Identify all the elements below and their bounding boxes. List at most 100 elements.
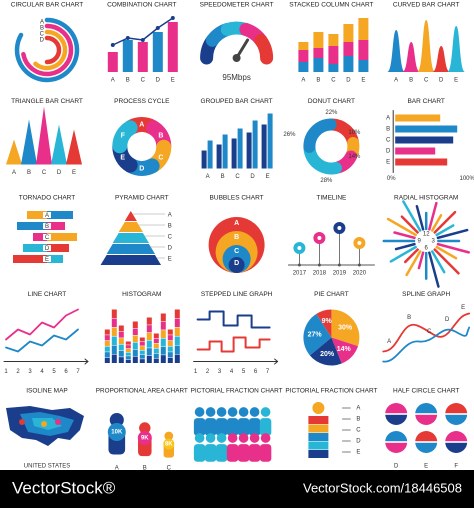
shape (43, 245, 51, 251)
footer-brand: VectorStock® (12, 478, 116, 497)
shape (160, 346, 166, 355)
shape (382, 326, 471, 363)
label: 20% (320, 351, 335, 358)
shape (174, 327, 180, 336)
chart-icon: TIMELINE 2017 2018 2019 2020 (287, 195, 375, 277)
shape (111, 354, 117, 363)
label: 9% (322, 318, 333, 325)
shape (303, 313, 332, 356)
shape (5, 308, 79, 341)
shape (193, 444, 206, 462)
label: 2 (16, 369, 20, 375)
shape (238, 433, 249, 443)
shape (174, 354, 180, 363)
icon-title: SPLINE GRAPH (402, 291, 450, 298)
label: A (111, 78, 115, 84)
shape (33, 29, 68, 71)
shape (274, 358, 279, 365)
shape (111, 327, 117, 336)
shape (260, 433, 271, 443)
shape (226, 444, 239, 462)
label: A (356, 406, 360, 412)
label: 26% (283, 132, 296, 138)
shape (445, 414, 468, 425)
label: D (40, 38, 45, 44)
label: 95Mbps (222, 73, 250, 82)
shape (111, 318, 117, 327)
shape (107, 423, 126, 441)
shape (112, 120, 138, 154)
shape (43, 256, 51, 262)
shape (430, 214, 443, 232)
icon-title: TIMELINE (316, 195, 347, 202)
label: E (461, 305, 465, 311)
chart-icon: LINE CHART 1 2 3 4 5 6 7 (3, 291, 89, 375)
shape (146, 340, 152, 348)
label: 8K (165, 442, 173, 448)
shape (118, 338, 124, 344)
label: 2018 (313, 271, 327, 277)
label: C (427, 329, 432, 335)
shape (152, 32, 163, 72)
label: 14% (348, 154, 361, 160)
icon-title: CURVED BAR CHART (393, 2, 460, 9)
label: 100% (460, 176, 474, 182)
label: B (409, 78, 413, 84)
label: C (168, 235, 173, 241)
shape (118, 357, 124, 363)
chart-icon: GROUPED BAR CHART A B C D E (201, 98, 273, 180)
shape (193, 418, 206, 436)
label: 3 (28, 369, 32, 375)
shape (146, 348, 152, 356)
shape (204, 444, 217, 462)
shape (167, 340, 173, 346)
label: D (386, 149, 391, 155)
shape (118, 350, 124, 357)
label: D (139, 165, 144, 172)
shape (104, 340, 110, 346)
shape (428, 201, 438, 231)
label: B (27, 170, 31, 176)
shape (100, 255, 162, 265)
chart-icon: STACKED COLUMN CHART A B C D E (289, 2, 373, 84)
icon-title: PIE CHART (314, 291, 349, 298)
label: E (72, 170, 76, 176)
shape (428, 251, 440, 288)
shape (155, 26, 160, 30)
shape (415, 204, 425, 231)
shape (358, 60, 369, 72)
shape (433, 248, 460, 275)
shape (222, 134, 228, 169)
icon-title: DONUT CHART (308, 98, 355, 105)
label: D (45, 246, 50, 252)
shape (167, 22, 178, 72)
icon-title: PYRAMID CHART (115, 195, 169, 202)
shape (430, 250, 446, 274)
icon-title: CIRCULAR BAR CHART (11, 2, 84, 9)
shape (47, 244, 69, 252)
shape (125, 341, 131, 345)
shape (415, 230, 438, 252)
label: B (234, 234, 239, 241)
shape (308, 424, 329, 433)
shape (312, 402, 325, 414)
shape (174, 318, 180, 327)
shape (231, 138, 237, 169)
icon-title: LINE CHART (28, 291, 67, 298)
shape (405, 250, 422, 277)
shape (205, 433, 216, 443)
shape (215, 418, 228, 436)
label: C (234, 248, 239, 255)
icon-title: HISTOGRAM (122, 291, 161, 298)
label: 6 (425, 246, 429, 252)
label: 28% (320, 178, 333, 184)
label: E (424, 464, 428, 470)
shape (389, 245, 418, 263)
shape (216, 144, 222, 169)
icon-title: PICTORIAL FRACTION CHART (191, 388, 283, 395)
shape (118, 331, 124, 338)
chart-icon: COMBINATION CHART A B C D E (107, 2, 178, 84)
label: 10K (111, 430, 123, 436)
shape (47, 222, 65, 230)
chart-icon: PICTORIAL FRACTION CHART (191, 388, 283, 462)
